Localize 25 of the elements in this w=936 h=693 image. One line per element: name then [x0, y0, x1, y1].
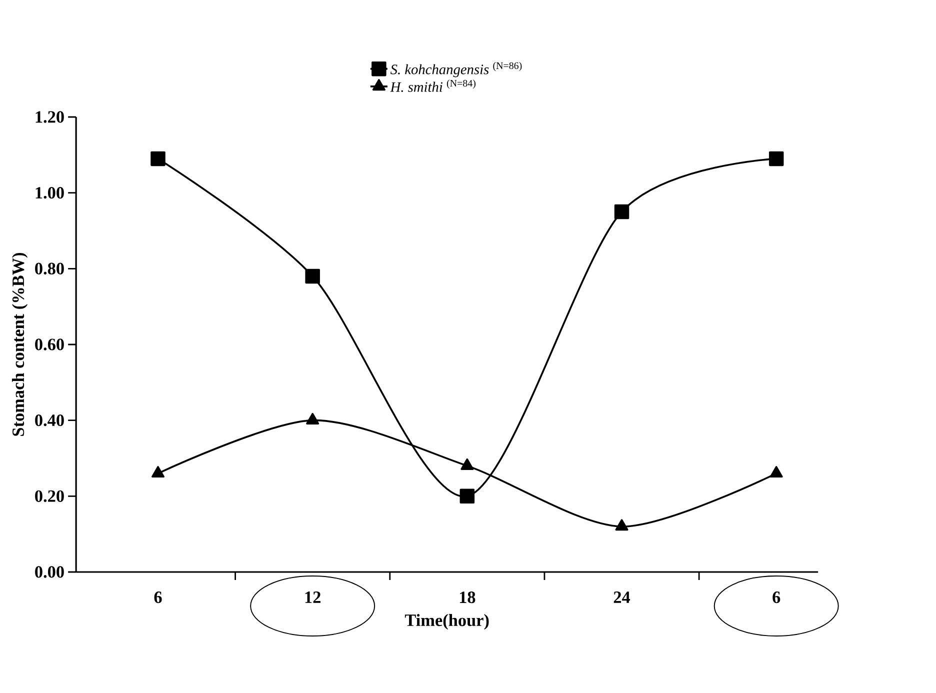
point	[460, 458, 474, 470]
point	[305, 268, 320, 284]
point	[768, 151, 784, 166]
x-tick-label: 6	[772, 592, 780, 604]
point	[614, 204, 630, 220]
x-tick-label: 6	[154, 592, 162, 604]
x-tick-label: 24	[614, 592, 630, 603]
x-tick-label: 18	[460, 592, 476, 604]
y-tick-label: 0.40	[35, 414, 64, 426]
point	[306, 412, 320, 424]
y-tick-label: 1.20	[36, 111, 64, 123]
y-tick-label: 1.00	[36, 186, 64, 199]
legend-label: S. kohchangensis $^{(N=86)}$	[390, 62, 522, 78]
point	[151, 466, 165, 478]
y-tick-label: 0.80	[35, 262, 64, 275]
point	[770, 466, 783, 478]
y-tick-label: 0.20	[35, 490, 64, 502]
x-tick-label: 12	[305, 592, 320, 603]
y-tick-label: 0.60	[35, 338, 64, 350]
y-axis-title: Stomach content (%BW)	[12, 252, 28, 436]
point	[150, 151, 166, 166]
legend-label: H. smithi $^{(N=84)}$	[390, 80, 476, 92]
y-tick-label: 0.00	[35, 566, 64, 578]
point	[615, 519, 628, 531]
x-axis-title: Time(hour)	[404, 614, 489, 630]
